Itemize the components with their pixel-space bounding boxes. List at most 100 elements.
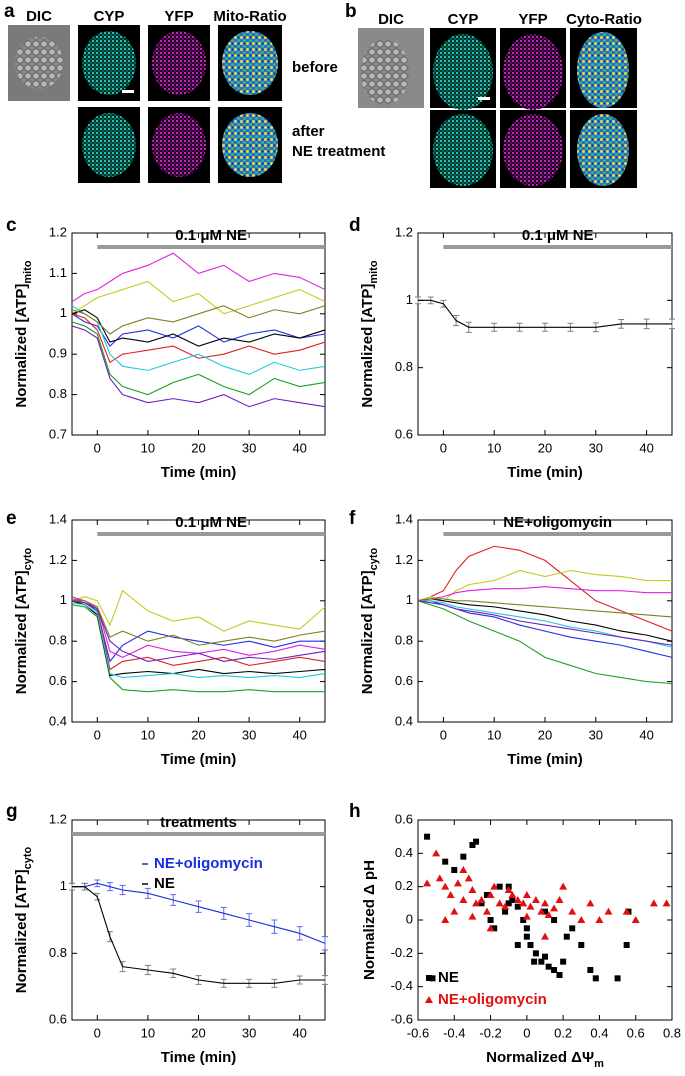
point xyxy=(604,907,613,915)
trace xyxy=(417,598,673,618)
x-tick-label: 20 xyxy=(191,1025,205,1040)
y-tick-label: 1 xyxy=(406,292,413,307)
annotation: 0.1 μM NE xyxy=(522,227,594,244)
x-tick-label: 30 xyxy=(242,1025,256,1040)
point xyxy=(432,849,441,857)
trace xyxy=(417,598,673,642)
x-tick-label: 0 xyxy=(94,1025,101,1040)
axis-label: Time (min) xyxy=(507,751,583,768)
x-tick-label: 0.8 xyxy=(663,1025,681,1040)
point xyxy=(490,882,499,890)
point xyxy=(453,879,462,887)
point xyxy=(568,907,577,915)
y-tick-label: 1.2 xyxy=(49,224,67,239)
column-header: Cyto-Ratio xyxy=(566,11,642,28)
annotation: 0.1 μM NE xyxy=(175,227,247,244)
y-tick-label: 0.9 xyxy=(49,346,67,361)
axis-label-sub: m xyxy=(594,1058,604,1070)
point xyxy=(623,942,630,948)
point xyxy=(631,916,640,923)
x-tick-label: 30 xyxy=(589,440,603,455)
annotation: NE+oligomycin xyxy=(503,514,612,531)
point xyxy=(435,874,444,882)
y-tick-label: 0.4 xyxy=(395,845,413,860)
axis-label-text: Time (min) xyxy=(507,464,583,481)
point xyxy=(595,916,604,923)
column-header: YFP xyxy=(164,8,193,25)
panel-b-images xyxy=(358,28,637,188)
x-tick-label: 30 xyxy=(242,440,256,455)
y-tick-label: 0.8 xyxy=(49,945,67,960)
trace xyxy=(71,313,326,347)
point xyxy=(649,899,658,907)
y-tick-label: 1.2 xyxy=(395,552,413,567)
y-tick-label: 1.2 xyxy=(49,811,67,826)
point xyxy=(531,958,538,965)
axis-label: Normalized Δ pH xyxy=(361,860,378,980)
point xyxy=(441,882,450,890)
point xyxy=(523,925,530,932)
trace xyxy=(71,589,326,632)
error-bar xyxy=(322,936,328,951)
point xyxy=(469,842,476,848)
axes-frame xyxy=(417,232,673,436)
y-tick-label: 0.6 xyxy=(395,811,413,826)
point xyxy=(423,879,432,887)
point xyxy=(542,953,548,960)
x-tick-label: 10 xyxy=(141,1025,155,1040)
x-tick-label: 40 xyxy=(292,727,306,742)
y-tick-label: 1.4 xyxy=(49,511,67,526)
panel-letter: a xyxy=(4,1,15,22)
x-tick-label: -0.4 xyxy=(443,1025,465,1040)
trace xyxy=(418,600,673,648)
y-tick-label: 1.4 xyxy=(395,511,413,526)
point xyxy=(577,916,586,923)
y-tick-label: 0 xyxy=(406,911,413,926)
axis-label-sub: cyto xyxy=(368,547,380,570)
y-tick-label: 0.6 xyxy=(395,426,413,441)
y-tick-label: 1 xyxy=(60,592,67,607)
trace xyxy=(417,600,673,646)
x-tick-label: 0 xyxy=(440,727,447,742)
row-label: before xyxy=(292,59,338,76)
y-tick-label: 0.7 xyxy=(49,426,67,441)
point xyxy=(486,924,495,932)
point xyxy=(459,896,468,903)
point xyxy=(569,925,576,932)
x-tick-label: 40 xyxy=(292,1025,306,1040)
point xyxy=(487,917,494,923)
axis-label-text: Time (min) xyxy=(507,751,583,768)
point xyxy=(522,891,531,898)
trace xyxy=(417,545,673,632)
y-tick-label: 0.6 xyxy=(395,673,413,688)
trace xyxy=(72,882,326,944)
axis-label: Time (min) xyxy=(161,1049,237,1066)
panel-letter: c xyxy=(6,215,17,236)
x-tick-label: 30 xyxy=(589,727,603,742)
axis-label: Normalized [ATP]cyto xyxy=(13,846,34,993)
y-tick-label: 0.6 xyxy=(49,673,67,688)
point xyxy=(614,975,621,982)
panel-letter: b xyxy=(345,1,357,22)
y-tick-label: 1 xyxy=(60,878,67,893)
y-tick-label: 0.6 xyxy=(49,1011,67,1026)
point xyxy=(541,899,549,907)
point xyxy=(450,907,459,915)
trace xyxy=(72,886,325,984)
y-tick-label: 1.2 xyxy=(395,224,413,239)
column-header: DIC xyxy=(26,8,52,25)
axis-label: Normalized [ATP]cyto xyxy=(13,547,34,694)
y-tick-label: 0.8 xyxy=(395,633,413,648)
point xyxy=(513,896,522,903)
point xyxy=(578,942,585,948)
x-tick-label: 0 xyxy=(94,440,101,455)
axis-label-text: Normalized [ATP] xyxy=(359,284,376,408)
axis-label-text: Normalized [ATP] xyxy=(13,284,30,408)
column-header: DIC xyxy=(378,11,404,28)
point xyxy=(551,967,558,973)
point xyxy=(662,899,671,907)
axis-label-text: Time (min) xyxy=(161,1049,237,1066)
point xyxy=(587,967,594,973)
point xyxy=(483,892,490,898)
